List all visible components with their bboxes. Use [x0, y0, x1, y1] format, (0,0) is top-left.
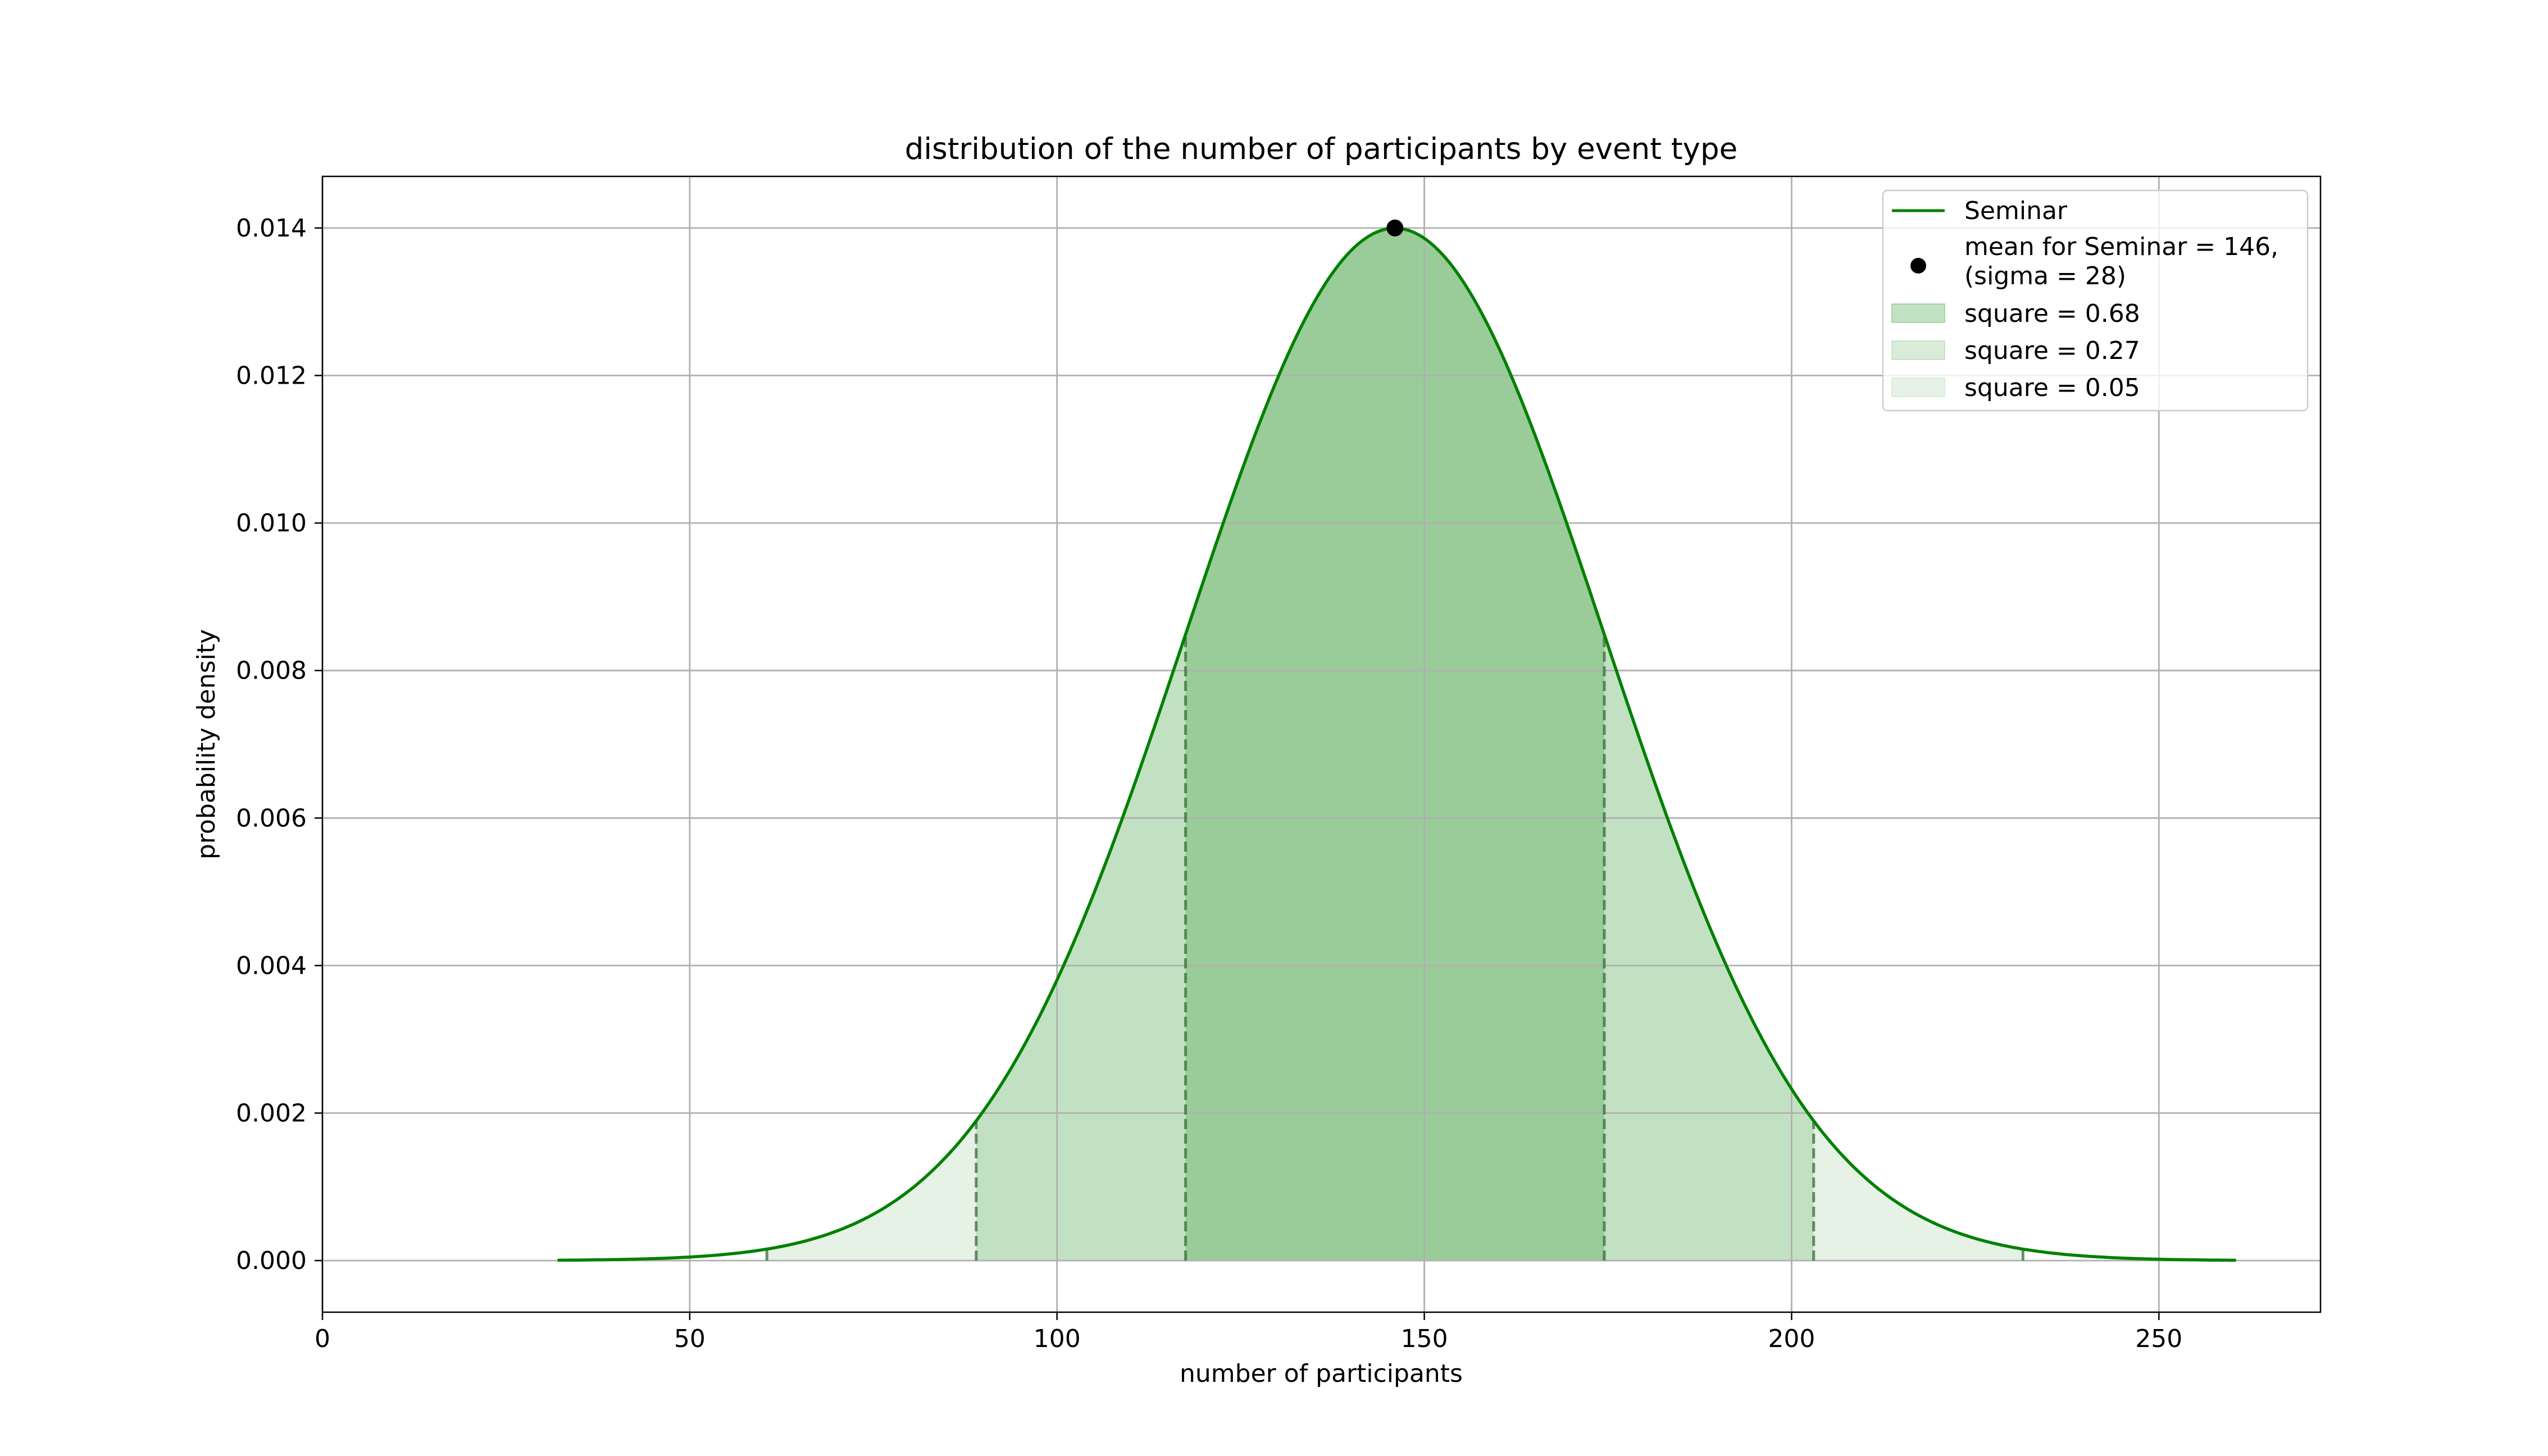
band-0 [1185, 228, 1604, 1261]
y-tick-label-1: 0.002 [236, 1099, 307, 1127]
legend-label-mean: mean for Seminar = 146, [1964, 233, 2278, 261]
x-tick-label-1: 50 [674, 1325, 706, 1353]
y-tick-label-2: 0.004 [236, 952, 307, 980]
x-axis-ticks: 0 50 100 150 200 250 [315, 1312, 2182, 1353]
y-axis-ticks: 0.000 0.002 0.004 0.006 0.008 0.010 0.012 0.014 [236, 214, 322, 1275]
sigma-boundary-lines [765, 634, 2024, 1261]
band-4 [1813, 1121, 2023, 1261]
x-tick-label-0: 0 [315, 1325, 330, 1353]
legend-patch-005 [1891, 377, 1945, 397]
chart-title: distribution of the number of participan… [905, 132, 1738, 166]
y-tick-label-7: 0.014 [236, 214, 307, 243]
x-tick-label-2: 100 [1034, 1325, 1081, 1353]
legend-point-swatch [1910, 258, 1926, 274]
x-tick-label-3: 150 [1401, 1325, 1448, 1353]
probability-bands [767, 228, 2023, 1261]
x-tick-label-5: 250 [2135, 1325, 2182, 1353]
y-tick-label-0: 0.000 [236, 1246, 307, 1275]
x-tick-label-4: 200 [1768, 1325, 1815, 1353]
legend-label-square-068: square = 0.68 [1964, 299, 2140, 328]
y-tick-label-5: 0.010 [236, 509, 307, 538]
mean-point-layer [1386, 219, 1404, 236]
x-axis-label: number of participants [1180, 1359, 1463, 1388]
mean-point [1386, 219, 1404, 236]
legend-patch-068 [1891, 303, 1945, 323]
y-tick-label-4: 0.008 [236, 657, 307, 685]
y-axis-label: probability density [192, 629, 221, 859]
legend-label-seminar: Seminar [1964, 197, 2068, 225]
y-tick-label-3: 0.006 [236, 804, 307, 832]
legend: Seminar mean for Seminar = 146, (sigma =… [1882, 189, 2309, 412]
y-tick-label-6: 0.012 [236, 362, 307, 390]
legend-patch-027 [1891, 340, 1945, 360]
legend-label-square-005: square = 0.05 [1964, 374, 2140, 402]
band-3 [767, 1121, 976, 1261]
legend-label-square-027: square = 0.27 [1964, 336, 2140, 365]
plot-frame [321, 175, 2322, 1313]
legend-label-sigma: (sigma = 28) [1964, 262, 2126, 290]
legend-box [1882, 189, 2309, 412]
